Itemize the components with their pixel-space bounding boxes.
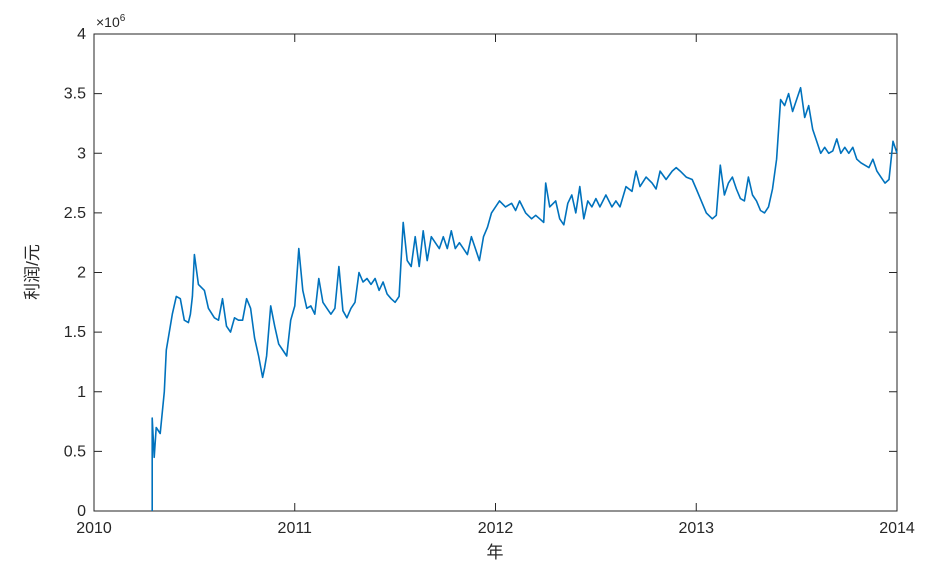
y-tick-label: 0 (77, 503, 86, 520)
y-tick-label: 0.5 (64, 443, 86, 460)
x-tick-label: 2013 (678, 520, 714, 537)
x-axis-ticks: 2010 2011 2012 2013 2014 (76, 34, 915, 537)
y-axis-title: 利润/元 (23, 244, 42, 300)
y-exponent-label: ×106 (96, 13, 126, 30)
x-tick-label: 2011 (278, 520, 313, 537)
y-tick-label: 1.5 (64, 324, 86, 341)
y-tick-label: 2 (77, 265, 86, 282)
y-axis-ticks: 0 0.5 1 1.5 2 2.5 3 3.5 4 (64, 26, 897, 520)
x-tick-label: 2014 (879, 520, 915, 537)
profit-series-line (151, 86, 898, 511)
y-tick-label: 1 (77, 384, 86, 401)
y-tick-label: 3 (77, 145, 86, 162)
x-tick-label: 2012 (478, 520, 514, 537)
y-tick-label: 4 (77, 26, 86, 43)
y-tick-label: 2.5 (64, 205, 86, 222)
x-axis-title: 年 (487, 543, 504, 562)
x-tick-label: 2010 (76, 520, 112, 537)
y-tick-label: 3.5 (64, 86, 86, 103)
plot-area (93, 33, 898, 512)
